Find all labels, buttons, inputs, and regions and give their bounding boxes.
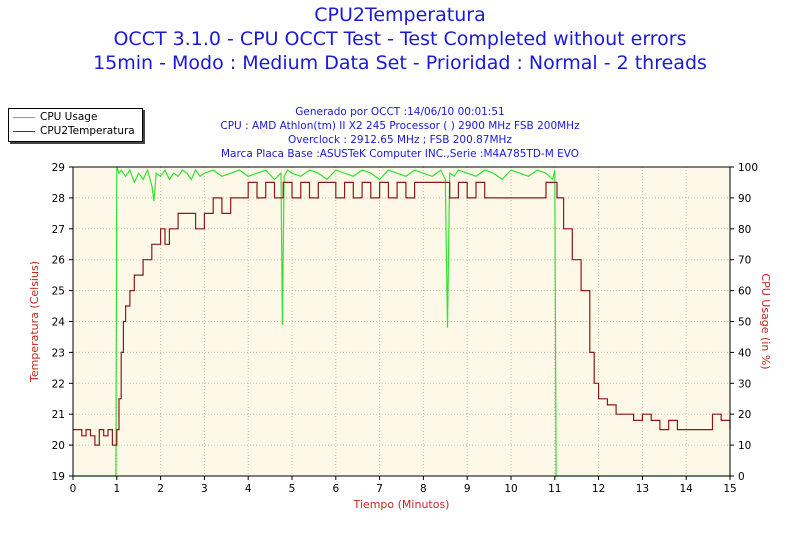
- x-tick-label: 1: [113, 483, 120, 495]
- legend-swatch-temperature: [13, 130, 35, 132]
- y-right-tick-label: 80: [738, 224, 751, 236]
- series-temperature: [73, 181, 731, 446]
- x-tick-label: 13: [636, 483, 649, 495]
- y-right-tick-label: 50: [738, 317, 751, 329]
- x-tick-label: 9: [464, 483, 471, 495]
- y-left-tick-label: 26: [52, 255, 66, 267]
- info-generated: Generado por OCCT :14/06/10 00:01:51: [295, 106, 505, 118]
- x-tick-label: 8: [420, 483, 427, 495]
- y-left-tick-label: 28: [52, 193, 65, 205]
- y-left-tick-label: 23: [52, 347, 65, 359]
- series-cpu-usage: [73, 166, 730, 477]
- y-left-axis-ticks: 19 20 21 22 23 24 25 26 27 28 29: [52, 162, 73, 483]
- x-tick-label: 6: [332, 483, 339, 495]
- x-tick-label: 5: [289, 483, 296, 495]
- x-tick-label: 15: [723, 483, 736, 495]
- x-axis-title: Tiempo (Minutos): [353, 498, 450, 511]
- info-cpu: CPU : AMD Athlon(tm) II X2 245 Processor…: [220, 120, 580, 132]
- y-left-tick-label: 27: [52, 224, 65, 236]
- y-right-tick-label: 30: [738, 378, 751, 390]
- legend-item-temperature: CPU2Temperatura: [13, 124, 135, 138]
- x-tick-label: 11: [548, 483, 561, 495]
- chart-title: CPU2Temperatura: [314, 4, 486, 26]
- x-tick-label: 14: [680, 483, 694, 495]
- y-left-axis-title: Temperatura (Celsius): [28, 261, 41, 383]
- legend-item-cpu-usage: CPU Usage: [13, 110, 97, 124]
- x-tick-label: 3: [201, 483, 208, 495]
- y-right-axis-title: CPU Usage (in %): [759, 273, 772, 369]
- legend-label-cpu-usage: CPU Usage: [40, 111, 98, 123]
- plot-area: [73, 167, 730, 476]
- chart-legend: CPU Usage CPU2Temperatura: [8, 108, 143, 142]
- y-right-tick-label: 90: [738, 193, 751, 205]
- x-tick-label: 10: [504, 483, 517, 495]
- chart-subtitle-test: OCCT 3.1.0 - CPU OCCT Test - Test Comple…: [113, 28, 687, 50]
- y-right-axis-ticks: 0 10 20 30 40 50 60 70 80 90 100: [730, 162, 758, 483]
- info-motherboard: Marca Placa Base :ASUSTeK Computer INC.,…: [220, 148, 580, 160]
- y-right-tick-label: 60: [738, 286, 751, 298]
- y-left-tick-label: 20: [52, 440, 65, 452]
- y-left-tick-label: 24: [52, 317, 66, 329]
- chart-subtitle-mode: 15min - Modo : Medium Data Set - Priorid…: [93, 52, 707, 74]
- line-temperature: [73, 181, 731, 446]
- x-tick-label: 4: [245, 483, 252, 495]
- y-left-tick-label: 22: [52, 378, 65, 390]
- y-right-tick-label: 100: [738, 162, 758, 174]
- y-right-tick-label: 0: [738, 471, 745, 483]
- info-overclock: Overclock : 2912.65 MHz ; FSB 200.87MHz: [288, 134, 512, 146]
- y-left-tick-label: 19: [52, 471, 65, 483]
- y-left-tick-label: 25: [52, 286, 65, 298]
- y-right-tick-label: 10: [738, 440, 751, 452]
- legend-swatch-cpu-usage: [13, 116, 35, 118]
- x-tick-label: 12: [592, 483, 605, 495]
- y-right-tick-label: 40: [738, 347, 751, 359]
- legend-label-temperature: CPU2Temperatura: [40, 125, 135, 137]
- y-right-tick-label: 70: [738, 255, 751, 267]
- y-right-tick-label: 20: [738, 409, 751, 421]
- x-axis-ticks: 0 1 2 3 4 5 6 7 8 9 10 11 12 13 14 15: [70, 476, 737, 495]
- y-left-tick-label: 29: [52, 162, 65, 174]
- y-left-tick-label: 21: [52, 409, 65, 421]
- x-tick-label: 0: [70, 483, 77, 495]
- line-cpu-usage: [73, 166, 730, 477]
- x-tick-label: 2: [157, 483, 164, 495]
- x-tick-label: 7: [376, 483, 383, 495]
